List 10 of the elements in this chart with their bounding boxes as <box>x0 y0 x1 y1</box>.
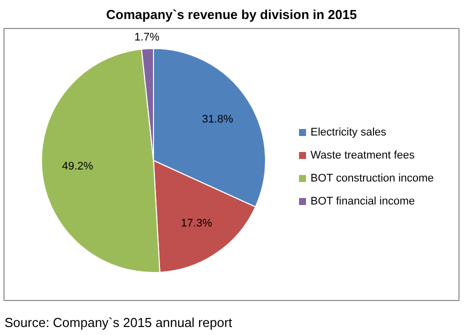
legend-label: BOT financial income <box>310 196 415 208</box>
source-note: Source: Company`s 2015 annual report <box>4 315 233 330</box>
data-label: 1.7% <box>134 31 160 44</box>
chart-title: Comapany`s revenue by division in 2015 <box>106 7 357 22</box>
data-label: 17.3% <box>180 217 212 230</box>
legend-label: Waste treatment fees <box>310 150 416 162</box>
legend-label: Electricity sales <box>310 126 387 138</box>
data-label: 49.2% <box>62 160 94 173</box>
data-label: 31.8% <box>202 113 234 126</box>
legend-label: BOT construction income <box>310 172 434 184</box>
